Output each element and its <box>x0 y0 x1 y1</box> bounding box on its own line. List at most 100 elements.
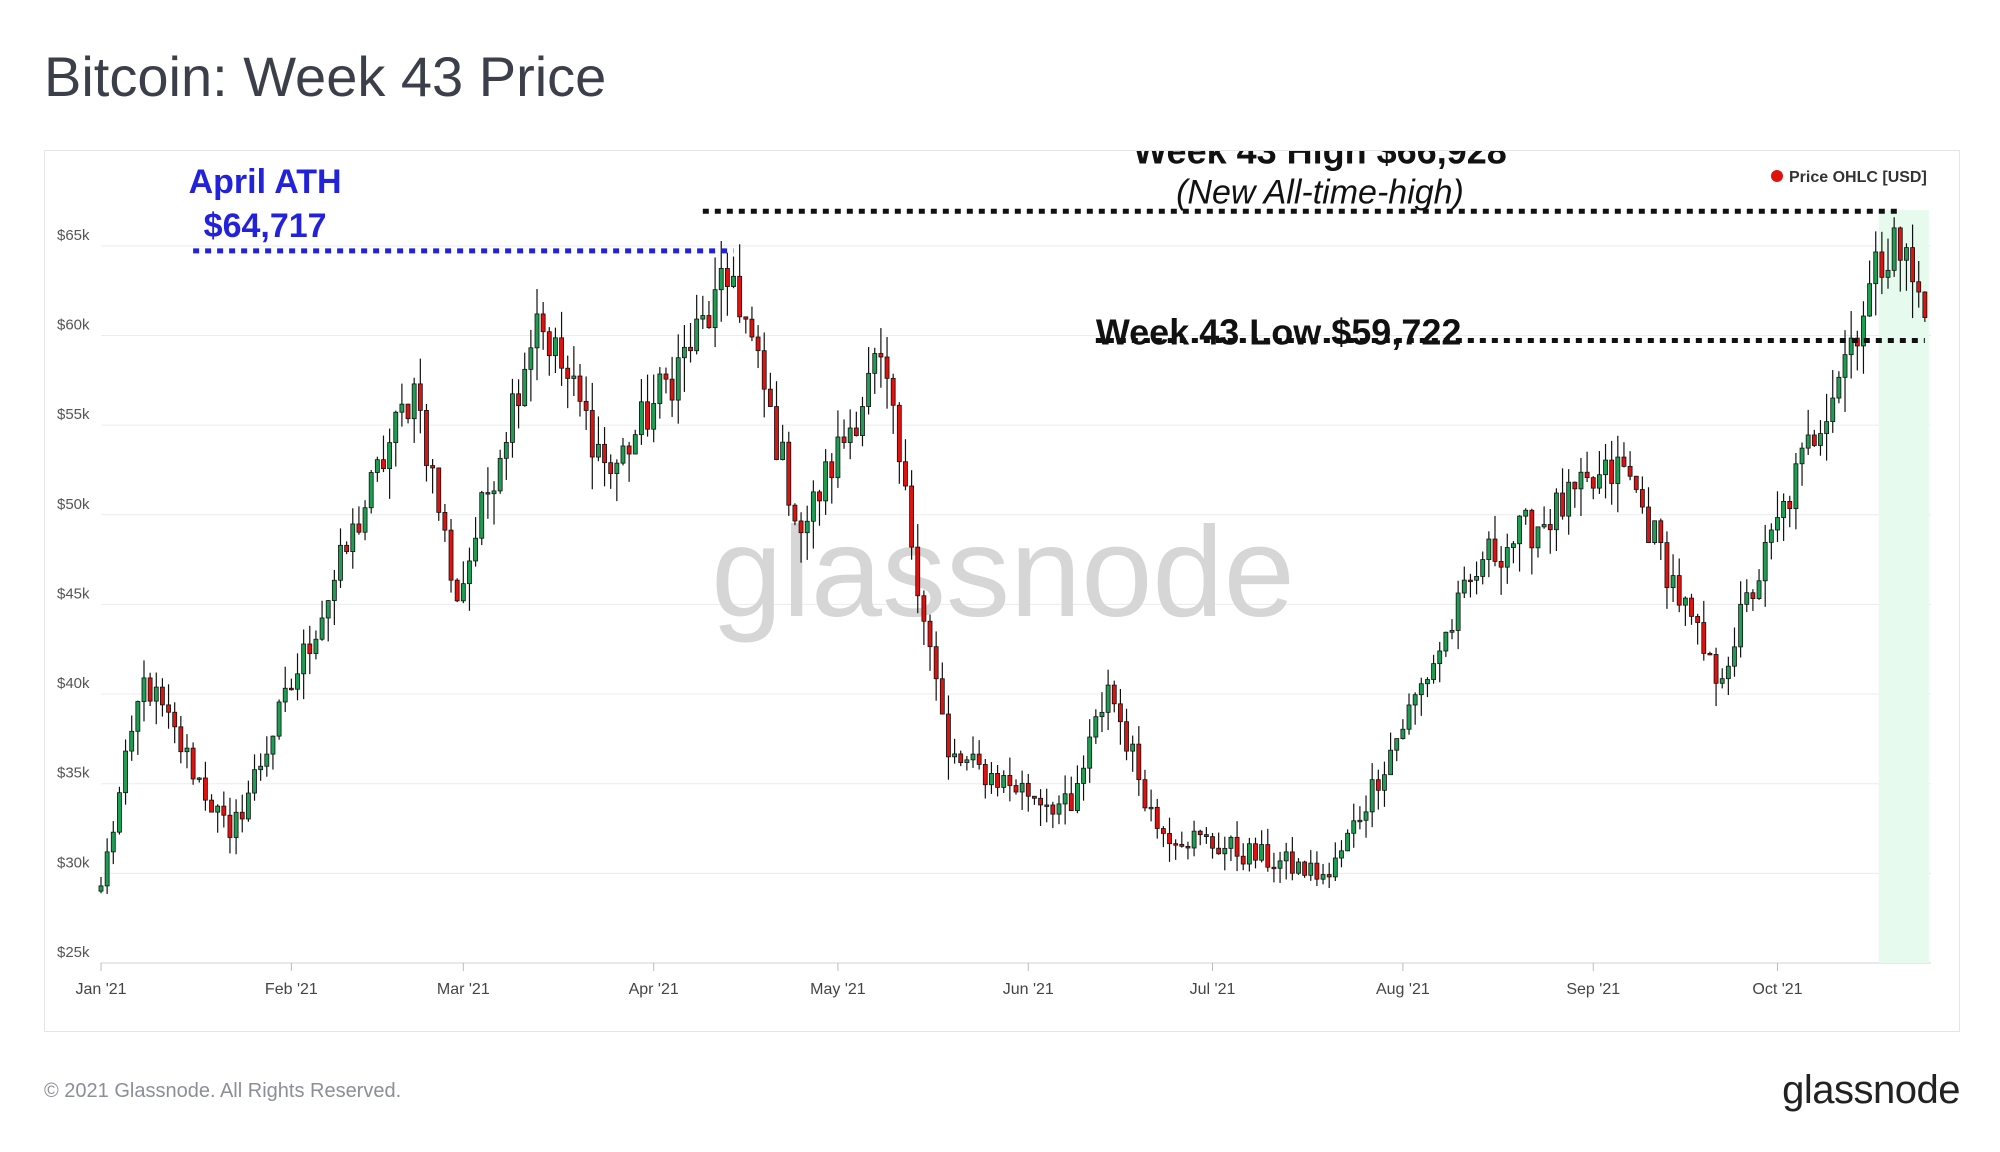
candle <box>356 506 362 535</box>
candle-body <box>1566 481 1572 517</box>
candle-body <box>1621 456 1627 467</box>
candle <box>1382 761 1387 807</box>
candle-body <box>1308 862 1314 876</box>
candle <box>1375 769 1381 810</box>
y-tick-label: $30k <box>57 854 90 871</box>
candle-body <box>295 673 300 690</box>
candle <box>491 481 497 525</box>
candle <box>1289 837 1295 881</box>
candle <box>1781 493 1787 541</box>
candle <box>331 569 337 626</box>
candle <box>1418 677 1424 716</box>
candle-body <box>743 316 749 320</box>
candle-body <box>614 462 620 474</box>
candle <box>129 715 135 761</box>
candle <box>1732 627 1737 677</box>
candle-body <box>516 393 521 407</box>
candle-body <box>196 777 202 780</box>
candle <box>1590 476 1596 500</box>
candle <box>399 383 405 427</box>
candle <box>1087 719 1093 783</box>
candle <box>1756 569 1762 600</box>
candle <box>1038 789 1043 826</box>
candle-body <box>1627 465 1633 477</box>
candle-body <box>1885 269 1891 278</box>
candle <box>1142 769 1148 812</box>
candle <box>1885 238 1891 289</box>
candle-body <box>227 814 233 838</box>
candle <box>596 416 601 462</box>
candle-body <box>675 357 681 401</box>
week43-high-label: Week 43 High $66,928 <box>1133 151 1507 171</box>
candle-body <box>1756 580 1762 599</box>
candle-body <box>835 436 841 479</box>
candle-body <box>1191 830 1197 849</box>
candle <box>1056 795 1062 825</box>
candle-body <box>288 687 294 691</box>
candle-body <box>129 730 135 752</box>
candle-body <box>1523 509 1529 517</box>
candle-body <box>909 485 915 548</box>
candle <box>1873 231 1879 316</box>
candle <box>1455 580 1461 650</box>
candle-body <box>1369 779 1375 813</box>
candle-body <box>872 353 878 374</box>
candle <box>264 736 270 777</box>
footer-copyright: © 2021 Glassnode. All Rights Reserved. <box>44 1080 402 1102</box>
candle-body <box>1234 836 1240 857</box>
candle <box>743 316 749 334</box>
candle <box>798 512 804 563</box>
candle-body <box>1646 506 1651 543</box>
candle-body <box>153 686 159 702</box>
candle-body <box>1879 251 1885 278</box>
candle-body <box>1240 855 1246 865</box>
candle <box>1093 709 1099 744</box>
candle <box>393 410 399 467</box>
candle-body <box>331 579 337 601</box>
candle <box>1572 481 1578 508</box>
candle <box>540 302 546 350</box>
candle-body <box>467 560 472 585</box>
candle <box>608 454 614 489</box>
candle <box>737 244 743 323</box>
candle-body <box>1332 857 1338 878</box>
candle-body <box>681 346 687 359</box>
candle <box>1560 468 1565 520</box>
candle-body <box>1222 847 1228 855</box>
candle-body <box>1032 795 1037 799</box>
candle <box>1234 821 1240 872</box>
candle-body <box>952 753 957 758</box>
candle <box>503 431 509 480</box>
candle-body <box>571 375 577 379</box>
candle-body <box>1025 782 1031 797</box>
candle-body <box>1394 738 1400 751</box>
candle-body <box>528 347 534 370</box>
candle-body <box>1400 728 1406 739</box>
candle <box>1861 301 1866 374</box>
candle-body <box>878 353 884 358</box>
candle-body <box>1603 459 1608 476</box>
candle <box>1879 231 1885 295</box>
candle-body <box>767 388 773 407</box>
candle-body <box>1633 475 1639 490</box>
candle <box>442 503 448 542</box>
candle <box>571 346 577 397</box>
y-tick-label: $50k <box>57 496 90 513</box>
candle <box>135 700 141 755</box>
candle <box>620 438 626 466</box>
candle-body <box>1781 501 1787 518</box>
candle <box>510 378 515 458</box>
candle <box>460 561 466 604</box>
candle-body <box>411 383 417 420</box>
candle-body <box>780 441 786 460</box>
candle <box>1701 600 1707 661</box>
candle <box>1584 451 1590 483</box>
candle-body <box>307 643 313 654</box>
candle <box>602 427 607 487</box>
candle-body <box>1811 434 1817 446</box>
candle-body <box>1830 397 1836 422</box>
candle <box>497 449 503 494</box>
candle-body <box>1345 832 1351 852</box>
candle <box>1818 420 1823 456</box>
candle <box>1406 693 1412 735</box>
